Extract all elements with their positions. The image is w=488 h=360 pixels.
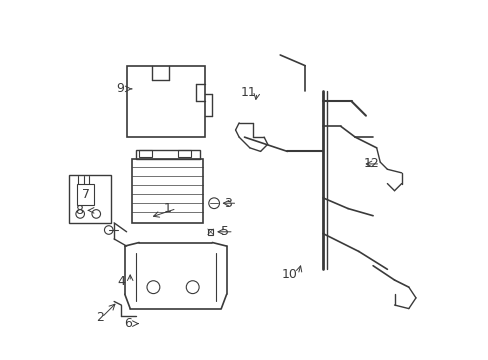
Text: 4: 4 bbox=[117, 275, 125, 288]
Bar bbox=[132, 158, 203, 223]
Bar bbox=[126, 66, 205, 137]
Bar bbox=[135, 150, 200, 158]
Text: 3: 3 bbox=[224, 197, 232, 210]
Text: 5: 5 bbox=[221, 225, 228, 238]
Text: 11: 11 bbox=[240, 86, 255, 99]
Text: 6: 6 bbox=[124, 317, 132, 330]
Text: 10: 10 bbox=[281, 268, 297, 281]
Bar bbox=[69, 175, 110, 223]
Text: 2: 2 bbox=[96, 311, 103, 324]
Text: 1: 1 bbox=[163, 202, 171, 215]
Bar bbox=[139, 150, 151, 157]
Bar bbox=[178, 150, 190, 157]
Text: 7: 7 bbox=[81, 188, 89, 201]
Text: 9: 9 bbox=[116, 82, 124, 95]
Bar bbox=[207, 229, 213, 235]
Text: 12: 12 bbox=[363, 157, 378, 170]
Text: 8: 8 bbox=[75, 204, 83, 217]
Bar bbox=[77, 184, 94, 205]
